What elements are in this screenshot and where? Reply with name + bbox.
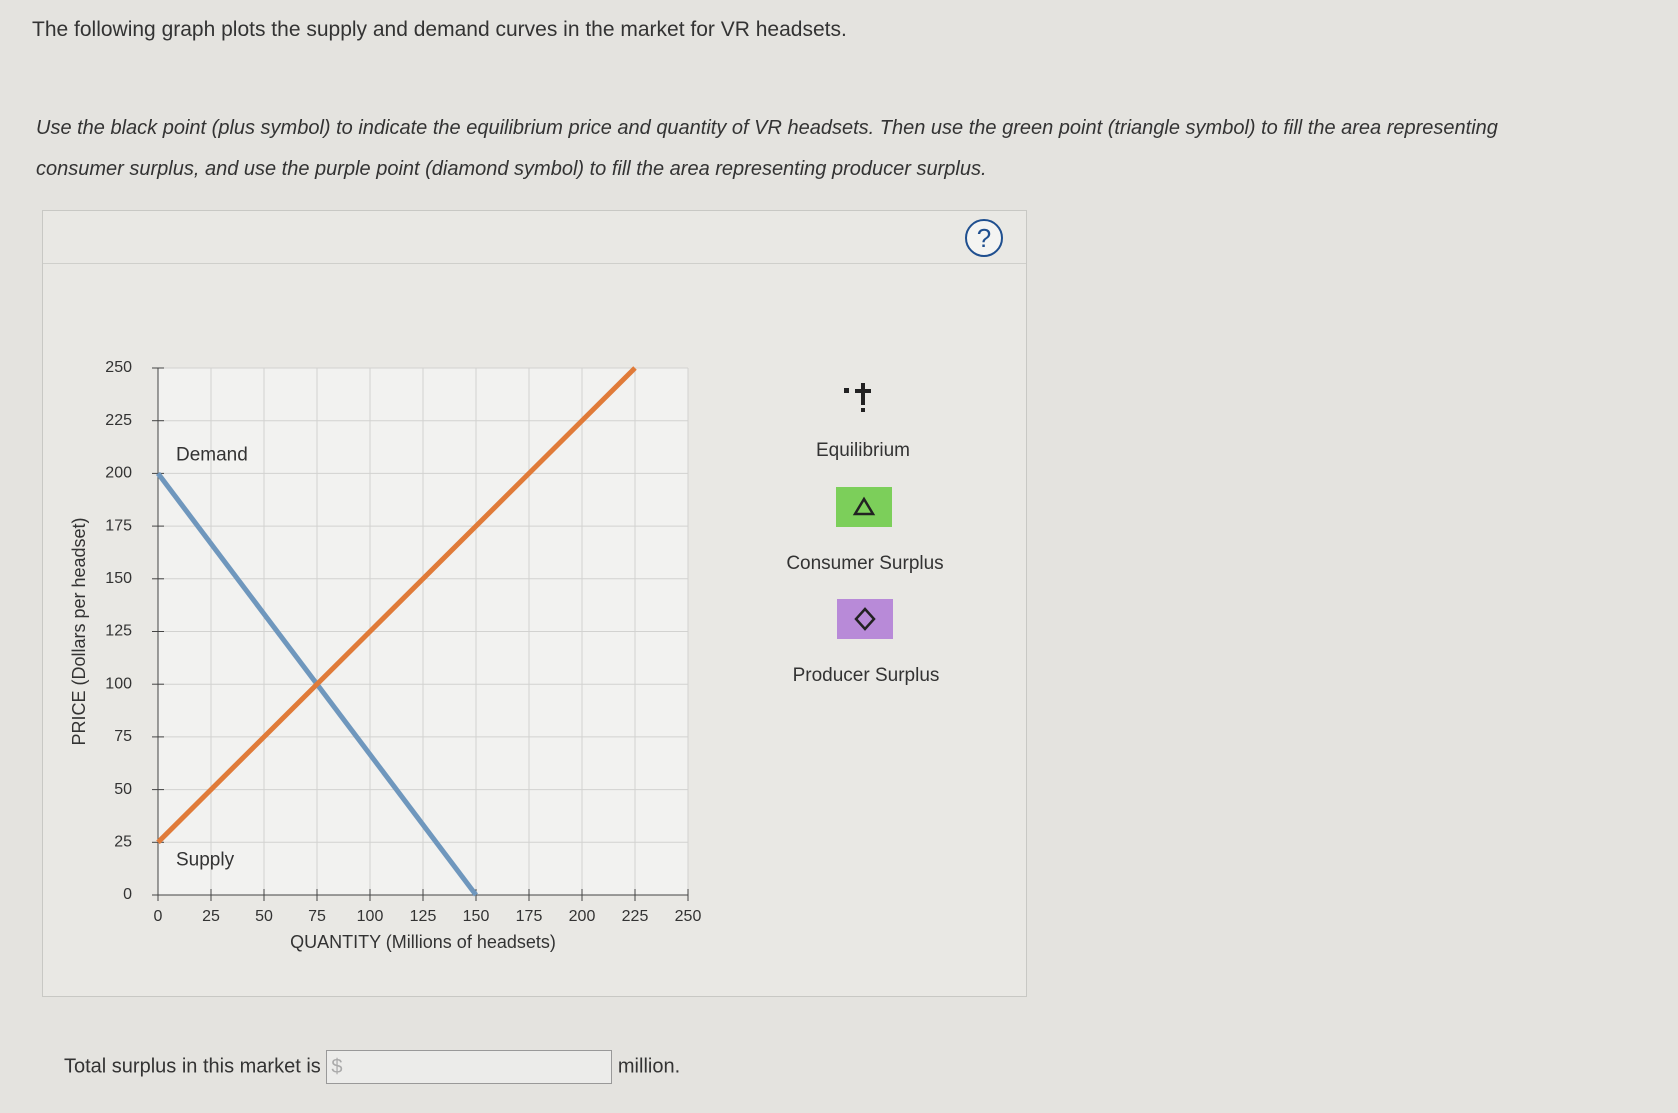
series-label: Demand [176,444,248,465]
y-tick-label: 100 [105,675,132,692]
x-tick-label: 200 [569,908,596,925]
y-tick-label: 200 [105,465,132,482]
x-tick-label: 100 [357,908,384,925]
consumer-surplus-icon[interactable] [836,487,892,527]
equilibrium-icon[interactable] [835,375,891,415]
answer-input[interactable]: $ [326,1050,613,1084]
unit: million. [617,1055,681,1078]
x-tick-label: 125 [410,908,437,925]
help-button[interactable]: ? [965,219,1003,257]
x-tick-label: 225 [622,908,649,925]
x-axis-label: QUANTITY (Millions of headsets) [290,932,556,952]
x-tick-label: 150 [463,908,490,925]
series-line [156,366,637,845]
y-tick-label: 0 [123,886,132,903]
y-tick-label: 225 [105,412,132,429]
y-tick-label: 250 [105,359,132,376]
tool-label[interactable]: Equilibrium [816,440,910,461]
answer-row: Total surplus in this market is $ millio… [64,1050,680,1084]
tool-label[interactable]: Producer Surplus [792,665,940,686]
currency: $ [331,1056,343,1078]
instructions: Use the black point (plus symbol) to ind… [36,117,1498,180]
producer-surplus-icon[interactable] [837,599,893,639]
x-tick-label: 0 [154,908,163,925]
y-tick-label: 25 [114,834,132,851]
y-axis-label: PRICE (Dollars per headset) [69,517,89,745]
y-tick-label: 75 [114,728,132,745]
intro-text: The following graph plots the supply and… [32,18,847,41]
x-tick-label: 75 [308,908,326,925]
series-label: Supply [176,849,235,870]
y-tick-label: 125 [105,623,132,640]
tool-label[interactable]: Consumer Surplus [786,553,944,574]
answer-prompt: Total surplus in this market is [64,1055,321,1078]
panel-toolbar [43,211,1026,264]
y-tick-label: 150 [105,570,132,587]
x-tick-label: 250 [675,908,702,925]
x-tick-label: 25 [202,908,220,925]
x-tick-label: 175 [516,908,543,925]
y-tick-label: 50 [114,781,132,798]
y-tick-label: 175 [105,517,132,534]
x-tick-label: 50 [255,908,273,925]
